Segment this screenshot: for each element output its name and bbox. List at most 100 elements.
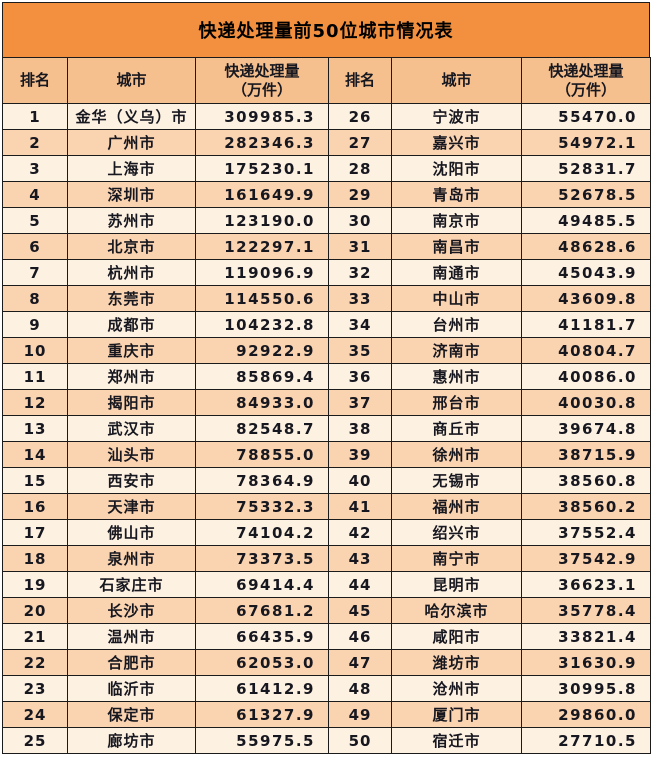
table-row: 3 上海市 175230.1 28 沈阳市 52831.7 (2, 155, 651, 182)
volume-cell: 40804.7 (521, 337, 651, 364)
city-cell: 潍坊市 (391, 649, 522, 676)
volume-cell: 66435.9 (195, 623, 329, 650)
volume-cell: 62053.0 (195, 649, 329, 676)
volume-cell: 61412.9 (195, 675, 329, 702)
volume-cell: 73373.5 (195, 545, 329, 572)
city-cell: 徐州市 (391, 441, 522, 468)
volume-cell: 119096.9 (195, 259, 329, 286)
rank-cell: 48 (328, 675, 392, 702)
rank-cell: 7 (2, 259, 68, 286)
column-header-city-right: 城市 (391, 57, 522, 104)
rank-cell: 32 (328, 259, 392, 286)
volume-cell: 37542.9 (521, 545, 651, 572)
city-cell: 深圳市 (67, 181, 196, 208)
rank-cell: 12 (2, 389, 68, 416)
city-cell: 宁波市 (391, 103, 522, 130)
volume-cell: 41181.7 (521, 311, 651, 338)
rank-cell: 1 (2, 103, 68, 130)
rank-cell: 35 (328, 337, 392, 364)
city-cell: 上海市 (67, 155, 196, 182)
rank-cell: 2 (2, 129, 68, 156)
volume-cell: 75332.3 (195, 493, 329, 520)
rank-cell: 40 (328, 467, 392, 494)
volume-cell: 48628.6 (521, 233, 651, 260)
volume-cell: 33821.4 (521, 623, 651, 650)
volume-header-label: 快递处理量 (224, 61, 300, 80)
rank-cell: 50 (328, 727, 392, 754)
volume-cell: 55470.0 (521, 103, 651, 130)
volume-header-unit: （万件） (231, 80, 292, 99)
volume-cell: 161649.9 (195, 181, 329, 208)
rank-cell: 30 (328, 207, 392, 234)
volume-cell: 282346.3 (195, 129, 329, 156)
city-cell: 南宁市 (391, 545, 522, 572)
volume-cell: 82548.7 (195, 415, 329, 442)
volume-cell: 85869.4 (195, 363, 329, 390)
rank-cell: 31 (328, 233, 392, 260)
city-cell: 沈阳市 (391, 155, 522, 182)
table-row: 6 北京市 122297.1 31 南昌市 48628.6 (2, 233, 651, 260)
volume-cell: 43609.8 (521, 285, 651, 312)
rank-cell: 16 (2, 493, 68, 520)
city-cell: 苏州市 (67, 207, 196, 234)
rank-cell: 38 (328, 415, 392, 442)
table-row: 24 保定市 61327.9 49 厦门市 29860.0 (2, 701, 651, 728)
table-row: 15 西安市 78364.9 40 无锡市 38560.8 (2, 467, 651, 494)
volume-cell: 114550.6 (195, 285, 329, 312)
rank-cell: 37 (328, 389, 392, 416)
volume-cell: 39674.8 (521, 415, 651, 442)
city-cell: 东莞市 (67, 285, 196, 312)
city-cell: 重庆市 (67, 337, 196, 364)
header-row: 排名 城市 快递处理量 （万件） 排名 城市 快递处理量 （万件） (2, 57, 651, 104)
rank-cell: 8 (2, 285, 68, 312)
table-row: 16 天津市 75332.3 41 福州市 38560.2 (2, 493, 651, 520)
table-row: 12 揭阳市 84933.0 37 邢台市 40030.8 (2, 389, 651, 416)
city-cell: 邢台市 (391, 389, 522, 416)
table-row: 25 廊坊市 55975.5 50 宿迁市 27710.5 (2, 727, 651, 754)
rank-cell: 45 (328, 597, 392, 624)
column-header-rank-left: 排名 (2, 57, 68, 104)
volume-cell: 40030.8 (521, 389, 651, 416)
volume-cell: 37552.4 (521, 519, 651, 546)
rank-cell: 41 (328, 493, 392, 520)
rank-cell: 15 (2, 467, 68, 494)
rank-cell: 24 (2, 701, 68, 728)
rank-cell: 14 (2, 441, 68, 468)
volume-cell: 78855.0 (195, 441, 329, 468)
rank-cell: 10 (2, 337, 68, 364)
city-cell: 商丘市 (391, 415, 522, 442)
table-row: 23 临沂市 61412.9 48 沧州市 30995.8 (2, 675, 651, 702)
rank-cell: 18 (2, 545, 68, 572)
rank-cell: 4 (2, 181, 68, 208)
city-cell: 惠州市 (391, 363, 522, 390)
rank-cell: 49 (328, 701, 392, 728)
volume-cell: 52678.5 (521, 181, 651, 208)
column-header-volume-left: 快递处理量 （万件） (195, 57, 329, 104)
volume-cell: 123190.0 (195, 207, 329, 234)
rank-cell: 19 (2, 571, 68, 598)
table-row: 9 成都市 104232.8 34 台州市 41181.7 (2, 311, 651, 338)
volume-cell: 74104.2 (195, 519, 329, 546)
city-volume-table: 排名 城市 快递处理量 （万件） 排名 城市 快递处理量 （万件） 1 金华（义乌… (2, 57, 651, 754)
city-cell: 保定市 (67, 701, 196, 728)
rank-cell: 5 (2, 207, 68, 234)
volume-cell: 38560.2 (521, 493, 651, 520)
volume-cell: 40086.0 (521, 363, 651, 390)
city-cell: 南京市 (391, 207, 522, 234)
column-header-volume-right: 快递处理量 （万件） (521, 57, 651, 104)
city-cell: 哈尔滨市 (391, 597, 522, 624)
table-row: 19 石家庄市 69414.4 44 昆明市 36623.1 (2, 571, 651, 598)
volume-cell: 78364.9 (195, 467, 329, 494)
volume-cell: 45043.9 (521, 259, 651, 286)
column-header-city-left: 城市 (67, 57, 196, 104)
volume-cell: 175230.1 (195, 155, 329, 182)
city-cell: 廊坊市 (67, 727, 196, 754)
volume-cell: 92922.9 (195, 337, 329, 364)
volume-cell: 61327.9 (195, 701, 329, 728)
volume-header-unit: （万件） (555, 80, 616, 99)
volume-cell: 67681.2 (195, 597, 329, 624)
city-cell: 西安市 (67, 467, 196, 494)
rank-cell: 44 (328, 571, 392, 598)
rank-cell: 28 (328, 155, 392, 182)
rank-cell: 33 (328, 285, 392, 312)
